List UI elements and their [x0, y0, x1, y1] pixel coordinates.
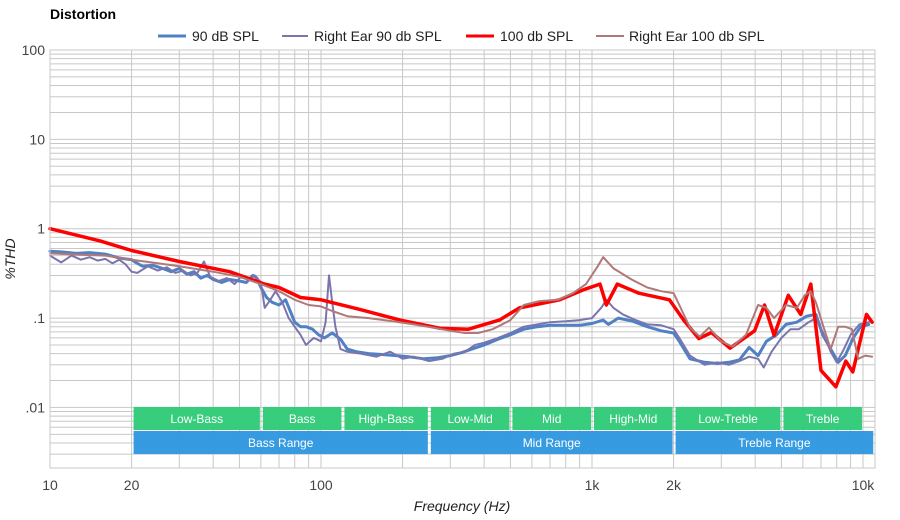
band-label: Bass — [289, 412, 316, 426]
band-bar — [133, 431, 428, 454]
x-tick-label: 2k — [666, 477, 682, 493]
band-bar — [783, 407, 862, 430]
band-label: High-Mid — [609, 412, 657, 426]
band-bar — [430, 407, 510, 430]
x-axis-ticks: 10 20 100 1k 2k 10k — [42, 477, 875, 493]
legend-item[interactable]: 100 db SPL — [466, 28, 573, 44]
band-label: High-Bass — [358, 412, 413, 426]
x-tick-label: 10 — [42, 477, 58, 493]
band-label: Low-Bass — [170, 412, 223, 426]
series-line — [48, 249, 871, 365]
x-tick-label: 1k — [585, 477, 601, 493]
x-axis-label: Frequency (Hz) — [414, 498, 510, 514]
band-label: Low-Treble — [698, 412, 758, 426]
chart-title: Distortion — [50, 6, 116, 22]
frequency-bands: Low-Bass Bass High-Bass Low-Mid Mid High-Mid L… — [133, 407, 874, 454]
band-bar — [512, 407, 591, 430]
band-label: Mid Range — [523, 436, 581, 450]
band-label: Mid — [542, 412, 561, 426]
band-label: Treble — [806, 412, 840, 426]
band-bar — [675, 431, 874, 454]
series-line — [49, 252, 874, 360]
legend-item[interactable]: Right Ear 90 db SPL — [282, 28, 442, 44]
y-tick-label: 10 — [29, 131, 45, 147]
series-lines — [48, 226, 874, 389]
series-line — [48, 226, 874, 389]
band-bar — [344, 407, 428, 430]
band-bar — [675, 407, 781, 430]
x-tick-label: 10k — [852, 477, 876, 493]
legend: 90 dB SPL Right Ear 90 db SPL 100 db SPL… — [158, 28, 765, 44]
legend-label: Right Ear 90 db SPL — [314, 28, 442, 44]
y-tick-label: .01 — [26, 399, 46, 415]
band-bar — [133, 407, 260, 430]
x-tick-label: 100 — [309, 477, 333, 493]
y-axis-label: %THD — [2, 238, 18, 279]
y-tick-label: 1 — [37, 221, 45, 237]
x-tick-label: 20 — [124, 477, 140, 493]
y-tick-label: .1 — [33, 310, 45, 326]
y-axis-ticks: 100 10 1 .1 .01 — [22, 42, 46, 415]
y-tick-label: 100 — [22, 42, 46, 58]
band-label: Bass Range — [248, 436, 314, 450]
band-label: Treble Range — [738, 436, 811, 450]
plot-border — [49, 49, 876, 469]
legend-label: Right Ear 100 db SPL — [629, 28, 765, 44]
series-line — [49, 254, 870, 369]
legend-label: 100 db SPL — [500, 28, 573, 44]
band-bar — [594, 407, 673, 430]
legend-item[interactable]: 90 dB SPL — [158, 28, 259, 44]
band-label: Low-Mid — [447, 412, 492, 426]
legend-label: 90 dB SPL — [192, 28, 259, 44]
band-bar — [262, 407, 342, 430]
legend-item[interactable]: Right Ear 100 db SPL — [596, 28, 765, 44]
band-bar — [430, 431, 673, 454]
